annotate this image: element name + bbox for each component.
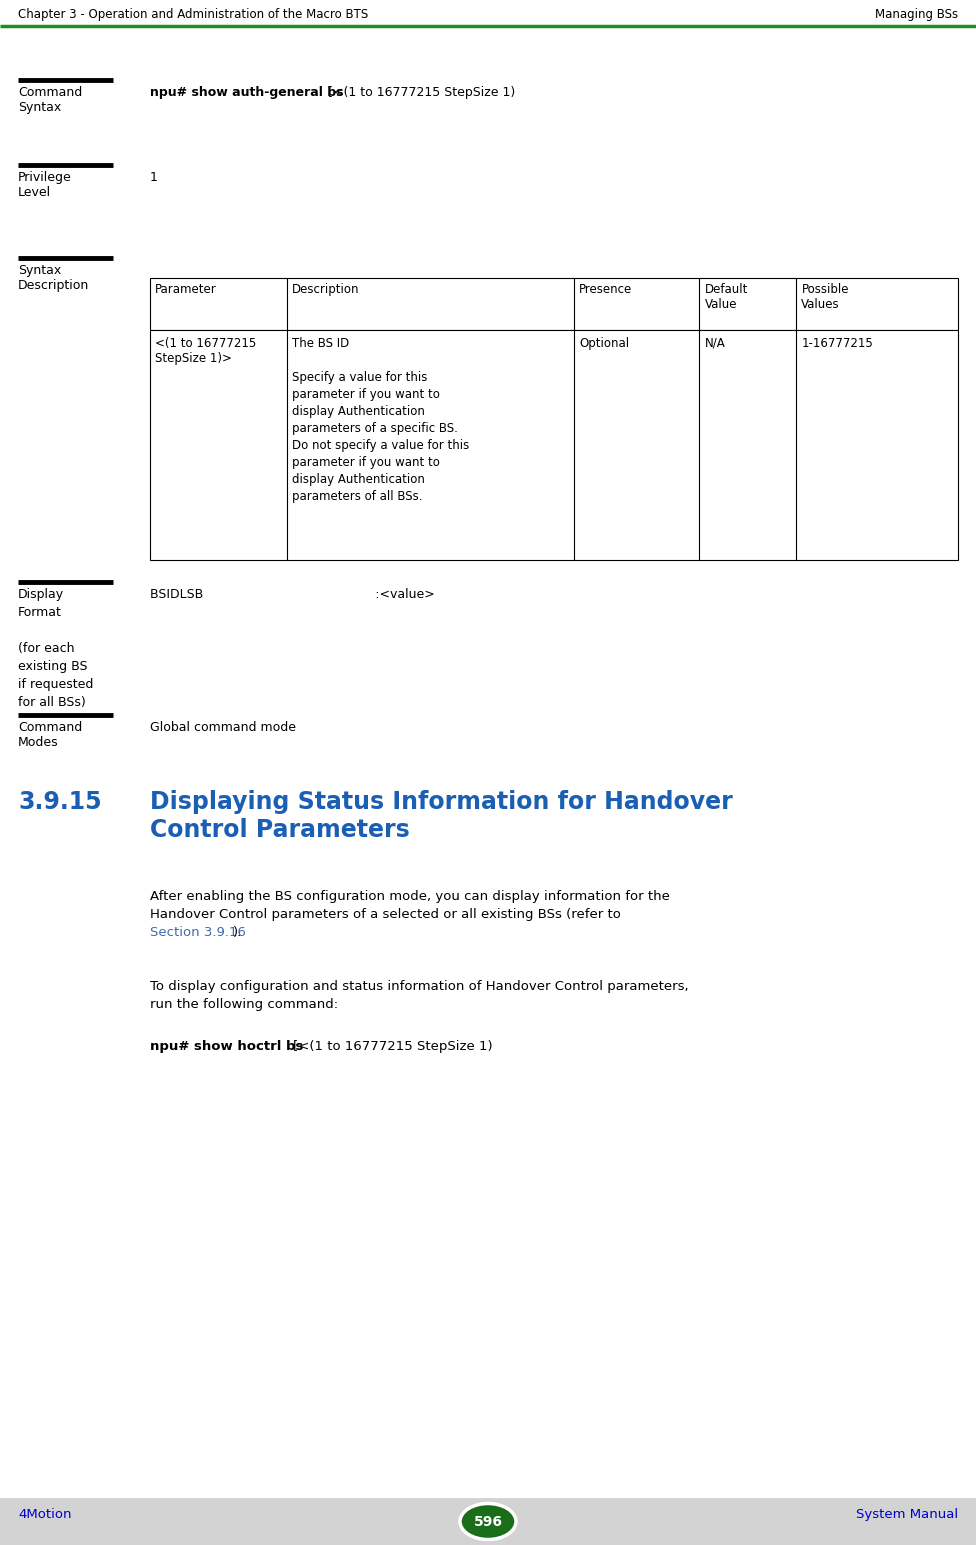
Text: The BS ID

Specify a value for this
parameter if you want to
display Authenticat: The BS ID Specify a value for this param…: [293, 337, 469, 504]
Bar: [0, 1499, 976, 1545]
Text: Managing BSs: Managing BSs: [874, 8, 958, 22]
Text: Parameter: Parameter: [155, 283, 217, 297]
Text: [<(1 to 16777215 StepSize 1): [<(1 to 16777215 StepSize 1): [328, 87, 515, 99]
Text: Description: Description: [293, 283, 360, 297]
Text: npu# show auth-general bs: npu# show auth-general bs: [150, 87, 347, 99]
Text: ).: ).: [233, 925, 242, 939]
Text: 3.9.15: 3.9.15: [18, 789, 102, 814]
Text: [<(1 to 16777215 StepSize 1): [<(1 to 16777215 StepSize 1): [293, 1040, 493, 1054]
Text: <(1 to 16777215
StepSize 1)>: <(1 to 16777215 StepSize 1)>: [155, 337, 257, 365]
Text: npu# show hoctrl bs: npu# show hoctrl bs: [150, 1040, 308, 1054]
Text: Global command mode: Global command mode: [150, 722, 296, 734]
Bar: [150, 278, 958, 331]
Text: System Manual: System Manual: [856, 1508, 958, 1520]
Text: Possible
Values: Possible Values: [801, 283, 849, 311]
Text: Command
Modes: Command Modes: [18, 722, 82, 749]
Text: Chapter 3 - Operation and Administration of the Macro BTS: Chapter 3 - Operation and Administration…: [18, 8, 368, 22]
Text: 4Motion: 4Motion: [18, 1508, 71, 1520]
Text: Displaying Status Information for Handover: Displaying Status Information for Handov…: [150, 789, 733, 814]
Text: Handover Control parameters of a selected or all existing BSs (refer to: Handover Control parameters of a selecte…: [150, 908, 621, 921]
Text: BSIDLSB                                           :<value>: BSIDLSB :<value>: [150, 589, 434, 601]
Text: Privilege
Level: Privilege Level: [18, 171, 72, 199]
Text: Control Parameters: Control Parameters: [150, 817, 410, 842]
Text: Default
Value: Default Value: [705, 283, 748, 311]
Text: Presence: Presence: [579, 283, 632, 297]
Text: 1-16777215: 1-16777215: [801, 337, 874, 351]
Text: 596: 596: [473, 1514, 503, 1528]
Ellipse shape: [460, 1503, 516, 1539]
Bar: [150, 331, 958, 559]
Text: N/A: N/A: [705, 337, 725, 351]
Text: To display configuration and status information of Handover Control parameters,: To display configuration and status info…: [150, 980, 689, 993]
Text: Optional: Optional: [579, 337, 630, 351]
Text: After enabling the BS configuration mode, you can display information for the: After enabling the BS configuration mode…: [150, 890, 670, 902]
Text: Syntax
Description: Syntax Description: [18, 264, 89, 292]
Text: Display
Format

(for each
existing BS
if requested
for all BSs): Display Format (for each existing BS if …: [18, 589, 94, 709]
Text: run the following command:: run the following command:: [150, 998, 338, 1010]
Text: Section 3.9.16: Section 3.9.16: [150, 925, 246, 939]
Text: Command
Syntax: Command Syntax: [18, 87, 82, 114]
Text: 1: 1: [150, 171, 158, 184]
